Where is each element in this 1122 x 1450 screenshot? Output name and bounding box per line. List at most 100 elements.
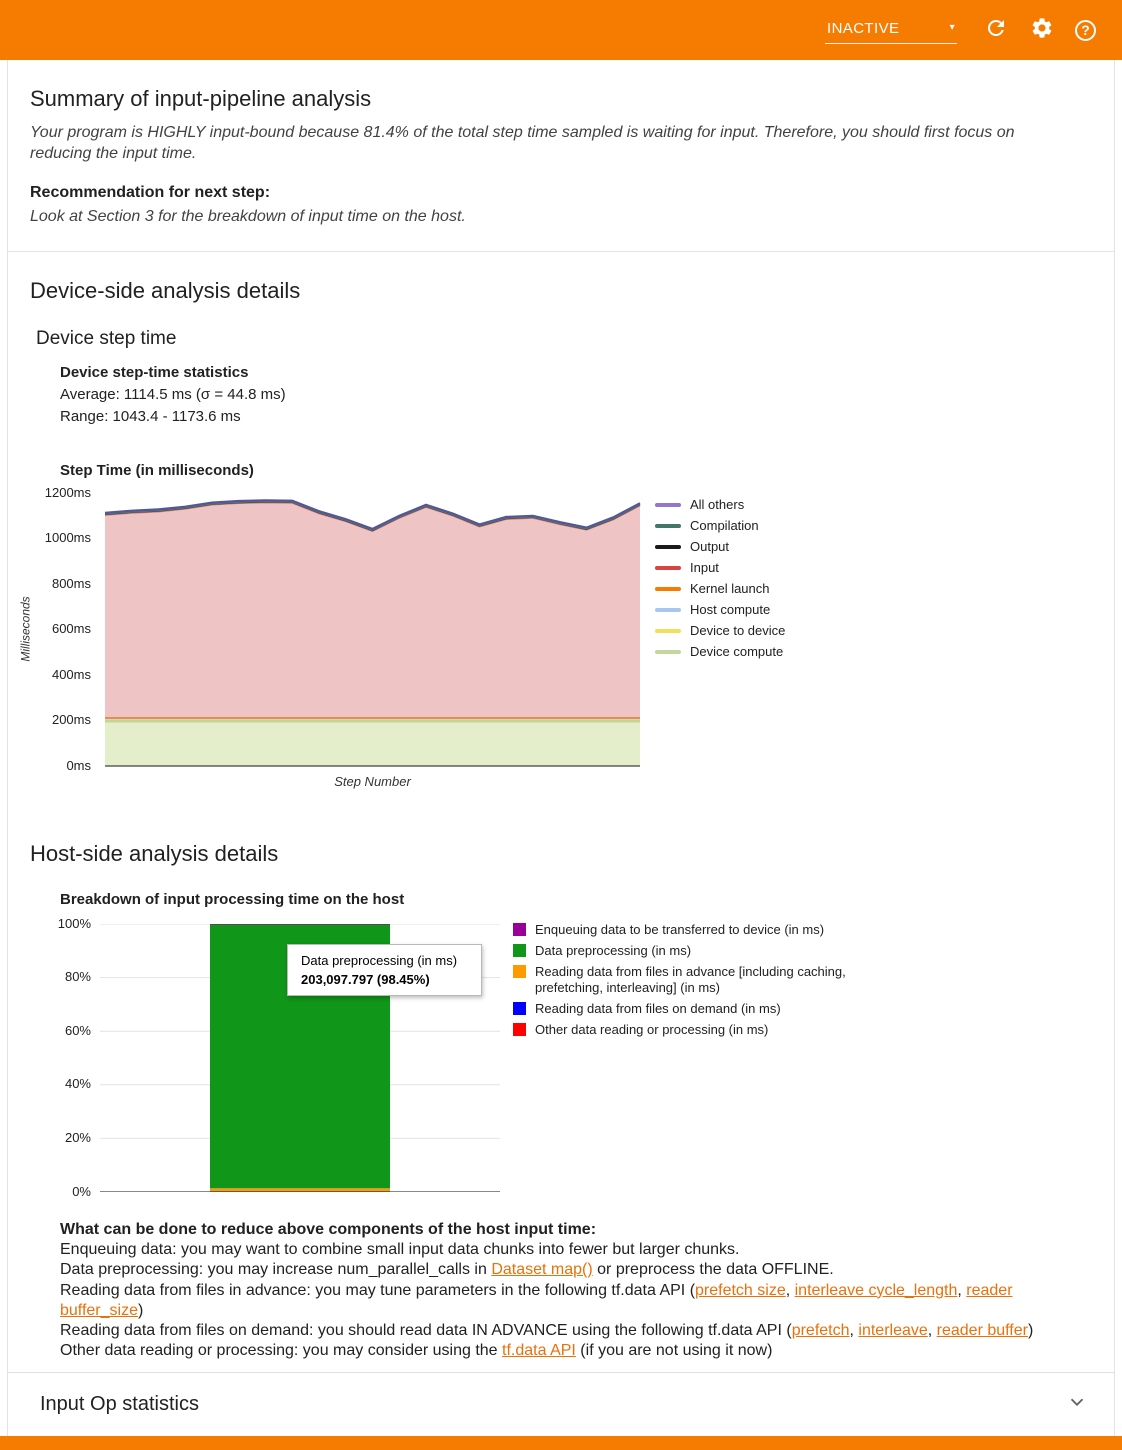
legend-swatch	[513, 1022, 526, 1036]
step-time-legend: All others Compilation Output Input Kernel l…	[655, 495, 785, 663]
axis-tick-label: 60%	[64, 1022, 91, 1038]
tip-text: or preprocess the data OFFLINE.	[592, 1261, 834, 1279]
tip-link[interactable]: tf.data API	[502, 1342, 576, 1360]
legend-item: Enqueuing data to be transferred to devi…	[513, 922, 860, 938]
capture-status-dropdown[interactable]: INACTIVE ▾	[825, 17, 957, 44]
tip-line: Other data reading or processing: you ma…	[60, 1341, 1050, 1361]
tip-text: )	[137, 1301, 144, 1319]
tips-heading: What can be done to reduce above compone…	[60, 1220, 597, 1238]
axis-tick-label: 20%	[64, 1129, 91, 1145]
main-content: Summary of input-pipeline analysis Your …	[7, 60, 1115, 1436]
top-app-bar: INACTIVE ▾ ?	[0, 0, 1122, 60]
tip-link[interactable]: interleave	[858, 1322, 928, 1340]
stats-heading: Device step-time statistics	[60, 364, 249, 382]
axis-tick-label: 80%	[64, 969, 91, 985]
axis-tick-label: 800ms	[51, 575, 91, 591]
legend-label: Kernel launch	[690, 581, 770, 597]
tip-line: Enqueuing data: you may want to combine …	[60, 1240, 1050, 1260]
axis-tick-label: 0ms	[66, 757, 91, 773]
device-step-time-title: Device step time	[36, 328, 177, 350]
help-button[interactable]: ?	[1075, 19, 1096, 41]
tip-link[interactable]: reader buffer	[936, 1322, 1028, 1340]
legend-label: Device compute	[690, 644, 784, 660]
y-axis-ticks: 0% 20% 40% 60% 80% 100%	[30, 916, 97, 1199]
settings-button[interactable]	[1029, 17, 1055, 43]
legend-swatch	[655, 545, 681, 550]
legend-swatch	[655, 503, 681, 508]
legend-item: Input	[655, 558, 785, 579]
refresh-button[interactable]	[983, 17, 1009, 43]
host-breakdown-title: Breakdown of input processing time on th…	[60, 890, 405, 908]
tip-link[interactable]: prefetch size	[695, 1281, 786, 1299]
legend-label: Reading data from files in advance [incl…	[535, 963, 846, 995]
legend-item: Device to device	[655, 621, 785, 642]
host-breakdown-legend: Enqueuing data to be transferred to devi…	[513, 922, 860, 1043]
input-op-statistics-panel[interactable]: Input Op statistics	[8, 1372, 1114, 1436]
tip-text: (if you are not using it now)	[575, 1342, 773, 1360]
host-section-title: Host-side analysis details	[30, 840, 279, 866]
legend-item: Host compute	[655, 600, 785, 621]
summary-section: Summary of input-pipeline analysis Your …	[30, 86, 1092, 227]
x-axis-label: Step Number	[334, 773, 411, 789]
host-tips-lines: Enqueuing data: you may want to combine …	[60, 1240, 1050, 1362]
refresh-icon	[984, 16, 1008, 45]
axis-tick-label: 400ms	[51, 666, 91, 682]
capture-status-value: INACTIVE	[827, 19, 900, 37]
legend-label: Other data reading or processing (in ms)	[535, 1021, 769, 1037]
tip-text: Reading data from files in advance: you …	[60, 1281, 696, 1299]
step-time-plot	[104, 498, 641, 767]
summary-conclusion: Your program is HIGHLY input-bound becau…	[30, 124, 1015, 163]
recommendation-text: Look at Section 3 for the breakdown of i…	[30, 208, 466, 226]
legend-item: Kernel launch	[655, 579, 785, 600]
tip-link[interactable]: prefetch	[791, 1322, 850, 1340]
tip-link[interactable]: reader buffer_size	[60, 1281, 1013, 1319]
tip-text: Data preprocessing: you may increase num…	[60, 1261, 492, 1279]
bottom-accent-bar	[0, 1436, 1122, 1450]
axis-tick-label: 40%	[64, 1076, 91, 1092]
tip-line: Reading data from files on demand: you s…	[60, 1321, 1050, 1341]
tip-text: ,	[957, 1281, 967, 1299]
section-divider	[8, 251, 1114, 253]
tip-line: Data preprocessing: you may increase num…	[60, 1260, 1050, 1280]
tooltip-value: 203,097.797 (98.45%)	[301, 971, 430, 987]
legend-label: Host compute	[690, 602, 771, 618]
legend-item: Other data reading or processing (in ms)	[513, 1022, 860, 1038]
summary-title: Summary of input-pipeline analysis	[30, 86, 372, 111]
legend-swatch	[655, 650, 681, 655]
tip-text: Other data reading or processing: you ma…	[60, 1342, 503, 1360]
legend-item: All others	[655, 495, 785, 516]
gear-icon	[1030, 16, 1054, 45]
legend-item: Output	[655, 537, 785, 558]
host-side-section: Host-side analysis details Breakdown of …	[30, 795, 1092, 1362]
y-axis-ticks: 0ms 200ms 400ms 600ms 800ms 1000ms 1200ms	[30, 485, 97, 773]
axis-tick-label: 100%	[57, 915, 91, 931]
tip-link[interactable]: interleave cycle_length	[794, 1281, 958, 1299]
legend-label: Input	[690, 560, 719, 576]
device-step-time-chart: Milliseconds 0ms 200ms 400ms 600ms 800ms 1000…	[19, 485, 1092, 795]
legend-swatch	[513, 1001, 526, 1015]
legend-item: Reading data from files on demand (in ms…	[513, 1001, 860, 1017]
legend-swatch	[513, 964, 526, 978]
legend-swatch	[655, 524, 681, 529]
tip-text: ,	[785, 1281, 795, 1299]
tip-link[interactable]: Dataset map()	[491, 1261, 593, 1279]
expand-chevron-icon[interactable]	[1066, 1391, 1088, 1418]
chevron-down-icon: ▾	[949, 22, 955, 33]
legend-label: Device to device	[690, 623, 786, 639]
stats-range: Range: 1043.4 - 1173.6 ms	[60, 407, 241, 425]
legend-label: Reading data from files on demand (in ms…	[535, 1000, 781, 1016]
device-side-section: Device-side analysis details Device step…	[19, 278, 1092, 795]
input-op-statistics-title: Input Op statistics	[40, 1393, 199, 1415]
legend-swatch	[513, 943, 526, 957]
legend-swatch	[655, 608, 681, 613]
tip-text: Reading data from files on demand: you s…	[60, 1322, 792, 1340]
legend-swatch	[655, 566, 681, 571]
legend-item: Data preprocessing (in ms)	[513, 943, 860, 959]
axis-tick-label: 1200ms	[44, 484, 91, 500]
legend-item: Reading data from files in advance [incl…	[513, 964, 860, 996]
device-step-stats: Device step-time statistics Average: 111…	[30, 362, 1092, 427]
axis-tick-label: 200ms	[51, 712, 91, 728]
chart-tooltip: Data preprocessing (in ms) 203,097.797 (…	[287, 943, 482, 996]
legend-label: Enqueuing data to be transferred to devi…	[535, 921, 825, 937]
help-icon: ?	[1081, 22, 1090, 38]
